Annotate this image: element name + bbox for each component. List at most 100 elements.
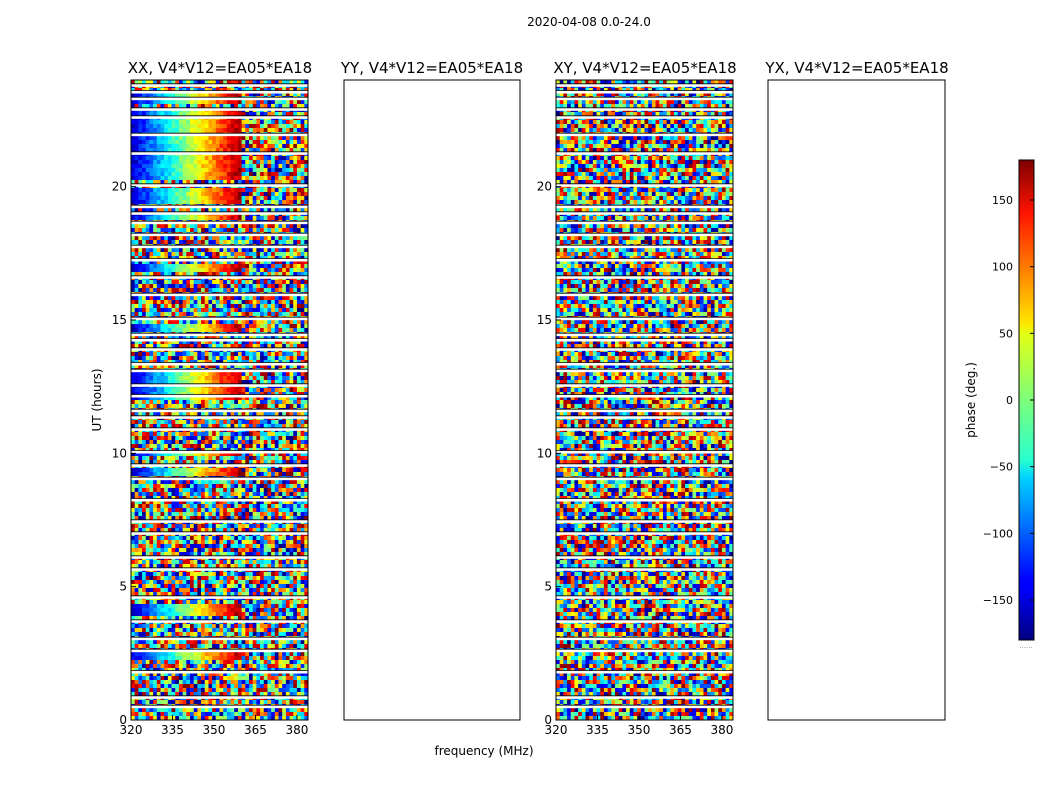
heatmap-cell — [193, 228, 198, 233]
heatmap-cell — [142, 268, 147, 273]
heatmap-cell — [204, 400, 209, 405]
heatmap-cell — [249, 376, 254, 381]
heatmap-cell — [208, 260, 213, 265]
heatmap-cell — [282, 284, 287, 289]
heatmap-cell — [219, 352, 224, 357]
heatmap-cell — [212, 112, 217, 117]
heatmap-cell — [142, 364, 147, 369]
heatmap-cell — [193, 240, 198, 245]
heatmap-cell — [175, 460, 180, 465]
heatmap-cell — [142, 452, 147, 457]
heatmap-cell — [142, 92, 147, 97]
heatmap-cell — [193, 268, 198, 273]
heatmap-cell — [178, 124, 184, 129]
heatmap-cell — [223, 304, 228, 309]
heatmap-cell — [289, 128, 294, 133]
heatmap-cell — [219, 240, 224, 245]
heatmap-cell — [241, 404, 246, 409]
heatmap-cell — [215, 420, 220, 425]
heatmap-cell — [234, 484, 239, 489]
heatmap-cell — [131, 164, 136, 169]
heatmap-cell — [201, 308, 206, 313]
heatmap-cell — [153, 180, 158, 185]
heatmap-cell — [186, 268, 191, 273]
heatmap-cell — [249, 468, 254, 473]
heatmap-cell — [271, 264, 276, 269]
heatmap-cell — [193, 296, 198, 301]
heatmap-cell — [142, 388, 147, 393]
heatmap-cell — [219, 188, 224, 193]
heatmap-cell — [230, 120, 235, 125]
heatmap-cell — [226, 260, 231, 265]
heatmap-cell — [160, 420, 165, 425]
heatmap-cell — [142, 112, 147, 117]
heatmap-cell — [241, 356, 246, 361]
heatmap-cell — [208, 340, 213, 345]
heatmap-cell — [149, 104, 154, 109]
heatmap-cell — [142, 284, 147, 289]
heatmap-cell — [285, 372, 290, 377]
heatmap-cell — [153, 148, 158, 153]
heatmap-cell — [201, 176, 206, 181]
heatmap-cell — [271, 272, 276, 277]
heatmap-cell — [178, 128, 184, 133]
heatmap-cell — [160, 252, 165, 257]
heatmap-cell — [260, 160, 265, 165]
heatmap-cell — [234, 472, 239, 477]
heatmap-cell — [175, 168, 180, 173]
heatmap-cell — [212, 492, 217, 497]
heatmap-cell — [256, 472, 261, 477]
heatmap-cell — [267, 484, 272, 489]
heatmap-cell — [204, 356, 209, 361]
heatmap-cell — [274, 296, 279, 301]
heatmap-cell — [289, 200, 294, 205]
heatmap-cell — [219, 320, 224, 325]
heatmap-cell — [296, 328, 302, 333]
heatmap-cell — [142, 492, 147, 497]
heatmap-cell — [230, 356, 235, 361]
heatmap-cell — [201, 260, 206, 265]
heatmap-cell — [190, 192, 195, 197]
heatmap-cell — [212, 480, 217, 485]
heatmap-cell — [263, 248, 268, 253]
heatmap-cell — [278, 260, 283, 265]
heatmap-cell — [260, 240, 265, 245]
heatmap-cell — [282, 484, 287, 489]
heatmap-cell — [171, 196, 176, 201]
heatmap-cell — [167, 252, 172, 257]
heatmap-cell — [131, 452, 136, 457]
heatmap-cell — [226, 340, 231, 345]
heatmap-cell — [193, 380, 198, 385]
heatmap-cell — [245, 192, 250, 197]
heatmap-cell — [160, 176, 165, 181]
heatmap-cell — [260, 456, 265, 461]
heatmap-cell — [249, 424, 254, 429]
heatmap-cell — [234, 296, 239, 301]
heatmap-cell — [293, 268, 298, 273]
heatmap-cell — [131, 472, 136, 477]
heatmap-cell — [256, 160, 261, 165]
heatmap-cell — [285, 456, 290, 461]
heatmap-cell — [245, 136, 250, 141]
heatmap-cell — [274, 460, 279, 465]
heatmap-cell — [149, 356, 154, 361]
heatmap-cell — [171, 468, 176, 473]
heatmap-cell — [230, 456, 235, 461]
heatmap-cell — [226, 288, 231, 293]
heatmap-cell — [282, 296, 287, 301]
heatmap-cell — [237, 372, 243, 377]
heatmap-cell — [245, 452, 250, 457]
heatmap-cell — [219, 192, 224, 197]
heatmap-cell — [149, 112, 154, 117]
heatmap-cell — [226, 404, 231, 409]
heatmap-cell — [193, 192, 198, 197]
heatmap-cell — [271, 248, 276, 253]
heatmap-cell — [223, 140, 228, 145]
heatmap-cell — [160, 296, 165, 301]
heatmap-cell — [160, 144, 165, 149]
heatmap-cell — [156, 324, 161, 329]
heatmap-cell — [289, 236, 294, 241]
heatmap-cell — [160, 444, 165, 449]
heatmap-cell — [145, 436, 150, 441]
heatmap-cell — [282, 364, 287, 369]
